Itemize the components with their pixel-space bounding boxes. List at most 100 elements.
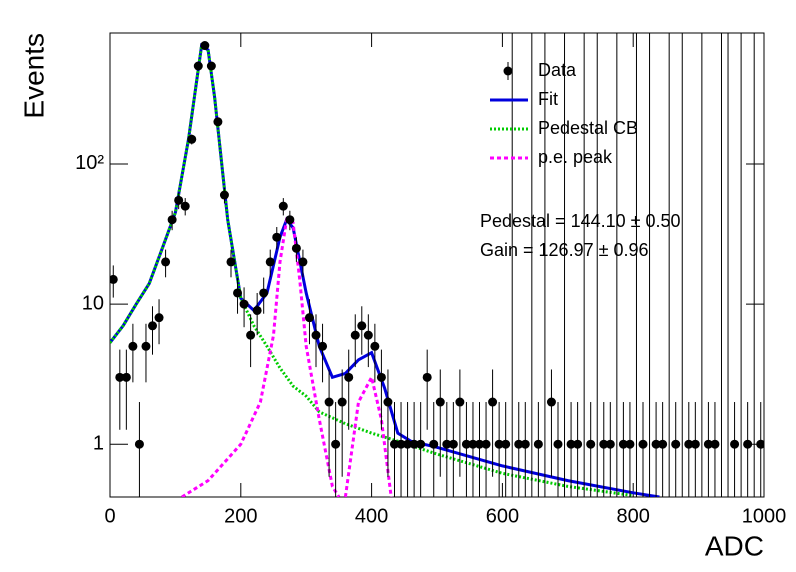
data-point [363, 330, 373, 340]
data-point [743, 439, 753, 449]
data-point [435, 397, 445, 407]
data-point [540, 503, 549, 512]
x-tick-label: 0 [104, 505, 115, 527]
data-point [141, 341, 151, 351]
data-point [566, 439, 576, 449]
data-point [586, 439, 596, 449]
data-point [174, 195, 184, 205]
data-point [252, 305, 262, 315]
data-point [291, 243, 301, 253]
data-point [455, 397, 465, 407]
data-point [697, 503, 706, 512]
data-point [625, 439, 635, 449]
data-point [246, 330, 256, 340]
plot-area [110, 33, 764, 512]
data-point [357, 321, 367, 331]
data-point [468, 439, 478, 449]
data-point [285, 215, 295, 225]
data-point [560, 503, 569, 512]
data-point [690, 439, 700, 449]
data-point [527, 503, 536, 512]
data-point [638, 439, 648, 449]
data-point [671, 439, 681, 449]
data-point [481, 439, 491, 449]
data-point [265, 257, 275, 267]
data-point [717, 503, 726, 512]
data-point [206, 61, 216, 71]
data-point [376, 372, 386, 382]
x-tick-label: 600 [486, 505, 519, 527]
data-point [239, 299, 249, 309]
data-point [684, 439, 694, 449]
data-point [233, 288, 243, 298]
data-point [370, 341, 380, 351]
y-tick-label: 10 [82, 292, 104, 314]
y-axis-label: Events [18, 33, 49, 119]
data-point [605, 439, 615, 449]
data-point [533, 439, 543, 449]
data-point [494, 439, 504, 449]
data-point [416, 439, 426, 449]
data-point [311, 330, 321, 340]
legend-label: p.e. peak [538, 147, 613, 167]
data-point [448, 439, 458, 449]
data-point [730, 439, 740, 449]
legend-label: Pedestal CB [538, 118, 638, 138]
data-point [134, 439, 144, 449]
data-point [488, 397, 498, 407]
data-point [658, 439, 668, 449]
data-point [553, 439, 563, 449]
data-point [710, 439, 720, 449]
x-tick-label: 400 [355, 505, 388, 527]
data-point [429, 439, 439, 449]
data-point [593, 503, 602, 512]
data-point [651, 439, 661, 449]
data-point [154, 313, 164, 323]
data-point [121, 372, 131, 382]
data-point [259, 288, 269, 298]
x-tick-label: 200 [224, 505, 257, 527]
data-point [678, 503, 687, 512]
annotation: Pedestal = 144.10 ± 0.50 [480, 211, 681, 231]
data-point [278, 201, 288, 211]
y-tick-label: 10² [75, 152, 104, 174]
data-point [324, 397, 334, 407]
data-point [422, 372, 432, 382]
data-point [213, 117, 223, 127]
legend-label: Fit [538, 89, 558, 109]
data-point [193, 61, 203, 71]
data-point [272, 232, 282, 242]
x-axis-label: ADC [705, 530, 764, 561]
data-point [110, 274, 118, 284]
data-point [200, 41, 210, 51]
data-point [573, 439, 583, 449]
data-point [318, 341, 328, 351]
data-point [383, 397, 393, 407]
x-tick-label: 800 [617, 505, 650, 527]
data-point [514, 439, 524, 449]
fit-curve [110, 42, 634, 497]
data-point [180, 201, 190, 211]
data-point [115, 372, 125, 382]
legend-label: Data [538, 60, 577, 80]
data-point [475, 439, 485, 449]
data-point [396, 439, 406, 449]
data-point [219, 190, 229, 200]
data-point [389, 439, 399, 449]
data-point [148, 321, 158, 331]
data-point [226, 257, 236, 267]
plot-frame [109, 32, 765, 498]
data-point [546, 397, 556, 407]
data-point [461, 439, 471, 449]
x-tick-label: 1000 [742, 505, 787, 527]
data-point [128, 341, 138, 351]
legend-symbol [503, 66, 513, 76]
data-point [618, 439, 628, 449]
data-point [304, 313, 314, 323]
data-point [724, 503, 733, 512]
data-point [167, 215, 177, 225]
data-point [331, 439, 341, 449]
data-point [703, 439, 713, 449]
data-point [161, 257, 171, 267]
